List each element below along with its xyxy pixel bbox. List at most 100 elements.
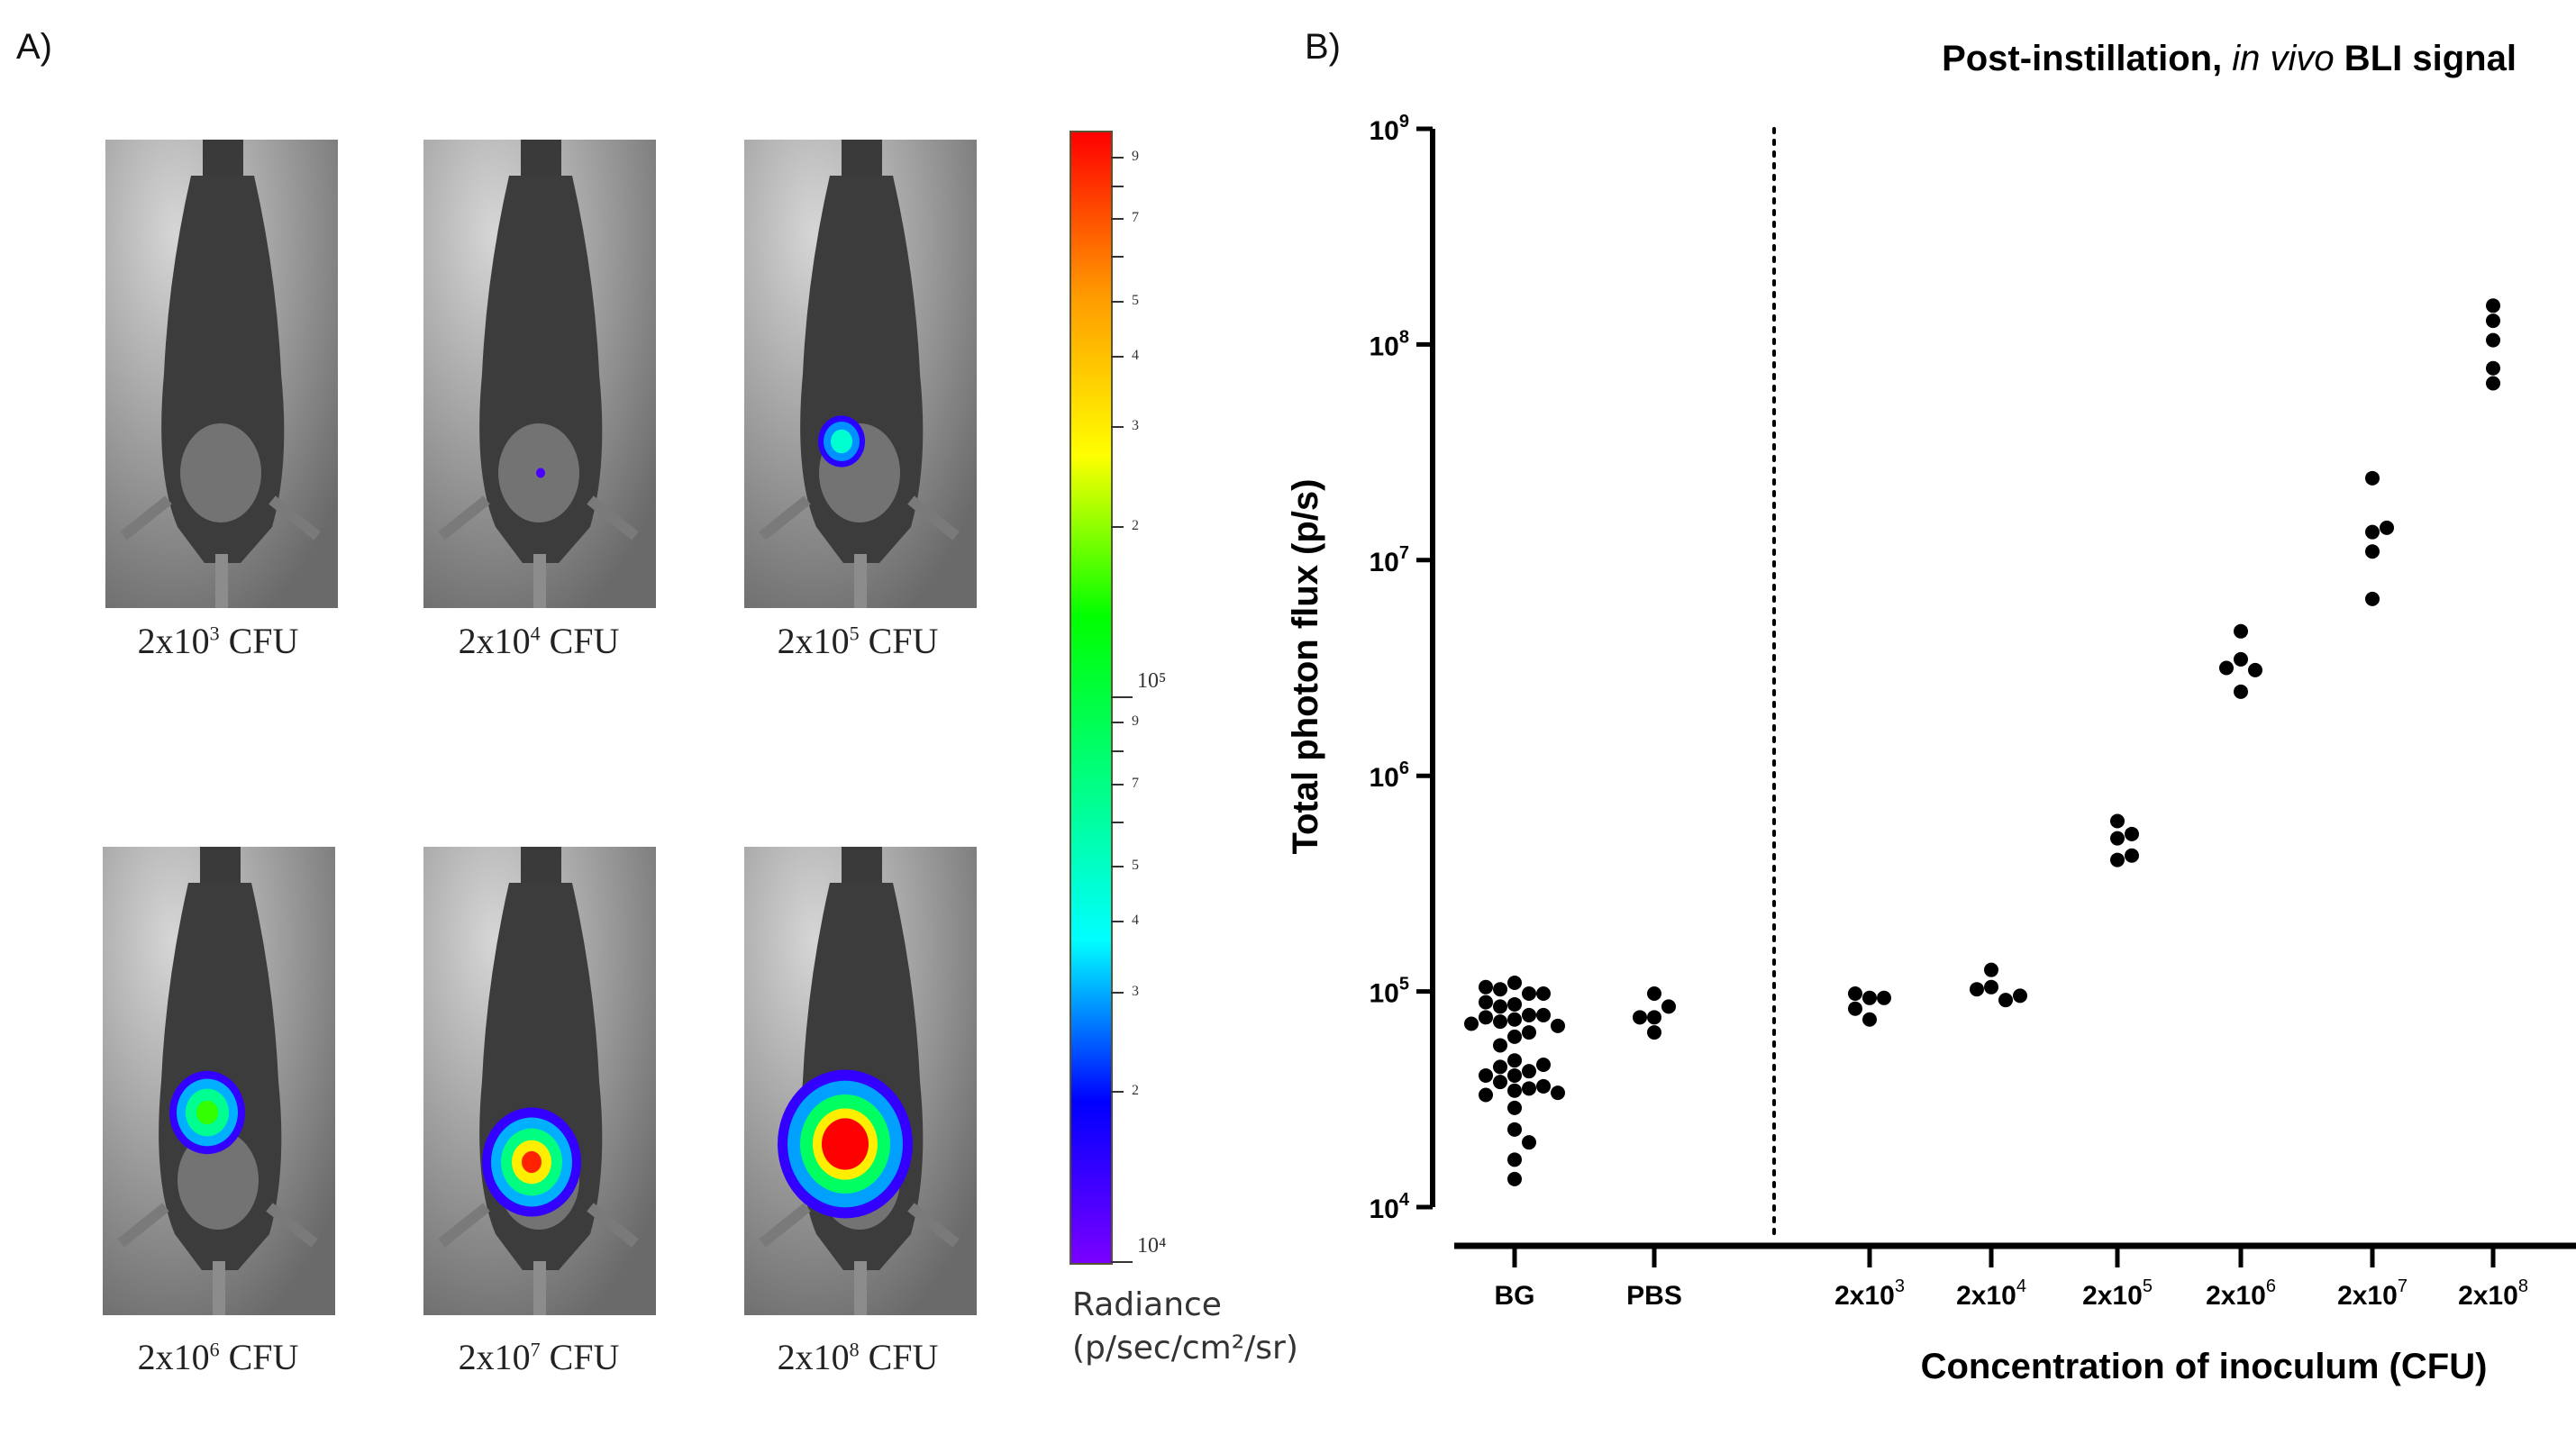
x-tick-label: 2x104: [1956, 1276, 2026, 1311]
colorbar-tick: [1111, 722, 1124, 724]
x-tick-label: PBS: [1626, 1281, 1682, 1311]
data-point: [1507, 1083, 1522, 1098]
data-point: [1507, 1067, 1522, 1083]
mouse-image-caption: 2x108 CFU: [732, 1336, 984, 1378]
caption-exponent: 5: [849, 622, 860, 645]
caption-base: 2x10: [137, 621, 210, 661]
data-point: [1633, 1010, 1647, 1025]
mouse-bli-image: [105, 140, 338, 608]
colorbar-tick: [1111, 300, 1124, 303]
data-point: [1661, 999, 1676, 1014]
x-tick-label: 2x107: [2337, 1276, 2408, 1311]
colorbar-minor-label: 9: [1132, 713, 1139, 730]
x-tick-label: 2x103: [1834, 1276, 1905, 1311]
caption-unit: CFU: [219, 621, 299, 661]
data-point: [2110, 831, 2125, 846]
data-point: [1522, 1025, 1536, 1040]
colorbar-minor-label: 9: [1132, 148, 1139, 164]
chart-title-part2: BLI signal: [2335, 39, 2517, 78]
data-point: [2486, 298, 2500, 313]
colorbar-tick: [1111, 695, 1133, 698]
colorbar-tick: [1111, 866, 1124, 868]
bli-scatter-chart: Post-instillation, in vivo BLI signal To…: [1286, 39, 2576, 1386]
colorbar-minor-label: 4: [1132, 347, 1139, 363]
data-point: [2365, 524, 2380, 540]
colorbar-tick: [1111, 750, 1124, 753]
data-point: [1479, 1087, 1493, 1103]
data-point: [1647, 1010, 1661, 1025]
colorbar-tick: [1111, 355, 1124, 358]
y-tick-label: 107: [1370, 543, 1410, 577]
data-point: [1998, 993, 2013, 1008]
radiance-colorbar: [1070, 131, 1113, 1265]
data-point: [1536, 985, 1551, 1001]
y-tick-label: 108: [1370, 327, 1410, 361]
caption-base: 2x10: [137, 1337, 210, 1377]
caption-exponent: 7: [530, 1338, 541, 1361]
data-point: [1522, 1135, 1536, 1150]
mouse-image-caption: 2x104 CFU: [413, 620, 665, 662]
colorbar-tick: [1111, 218, 1124, 221]
data-point: [1493, 982, 1507, 997]
data-point: [1522, 1064, 1536, 1079]
data-point: [1493, 999, 1507, 1014]
caption-base: 2x10: [777, 1337, 850, 1377]
data-point: [1507, 1012, 1522, 1027]
caption-unit: CFU: [859, 621, 939, 661]
x-axis-label: Concentration of inoculum (CFU): [1921, 1347, 2488, 1386]
data-point: [2486, 360, 2500, 376]
caption-base: 2x10: [777, 621, 850, 661]
caption-exponent: 8: [849, 1338, 860, 1361]
panel-a-label: A): [16, 27, 52, 67]
mouse-bli-image: [103, 847, 335, 1315]
data-point: [1647, 1025, 1661, 1040]
data-point: [1493, 1038, 1507, 1053]
data-point: [2380, 520, 2394, 535]
data-point: [1507, 996, 1522, 1012]
mouse-image-caption: 2x106 CFU: [92, 1336, 344, 1378]
x-tick-label: BG: [1495, 1281, 1535, 1311]
x-tick-label: 2x105: [2082, 1276, 2153, 1311]
data-point: [1551, 1085, 1565, 1101]
data-point: [2125, 826, 2139, 841]
colorbar-tick: [1111, 991, 1124, 994]
chart-title-part1: Post-instillation,: [1942, 39, 2232, 78]
data-point: [1984, 979, 1998, 995]
data-point: [1507, 1122, 1522, 1137]
mouse-bli-image: [423, 140, 656, 608]
data-point: [1848, 1001, 1862, 1016]
data-point: [2486, 376, 2500, 391]
data-point: [1522, 985, 1536, 1001]
colorbar-title-line1: Radiance: [1072, 1286, 1222, 1323]
colorbar-title: Radiance (p/sec/cm²/sr): [1072, 1284, 1298, 1370]
data-point: [2486, 313, 2500, 329]
mouse-bli-image: [423, 847, 656, 1315]
chart-title-italic: in vivo: [2232, 39, 2334, 78]
data-point: [1536, 1078, 1551, 1094]
data-point: [2110, 852, 2125, 867]
data-point: [1493, 1059, 1507, 1075]
mouse-image-caption: 2x105 CFU: [732, 620, 984, 662]
data-point: [1507, 1100, 1522, 1115]
colorbar-minor-label: 3: [1132, 418, 1139, 434]
data-point: [2234, 623, 2248, 639]
data-point: [1522, 1007, 1536, 1022]
caption-exponent: 4: [530, 622, 541, 645]
colorbar-minor-label: 2: [1132, 517, 1139, 533]
data-point: [1536, 1007, 1551, 1022]
chart-title: Post-instillation, in vivo BLI signal: [1942, 39, 2517, 78]
colorbar-tick: [1111, 156, 1124, 159]
data-point: [2248, 662, 2262, 677]
y-axis-label: Total photon flux (p/s): [1286, 479, 1325, 855]
data-point: [2125, 848, 2139, 863]
mouse-bli-image: [744, 847, 977, 1315]
data-point: [1493, 1075, 1507, 1090]
data-point: [1862, 990, 1877, 1005]
y-tick-label: 104: [1370, 1190, 1410, 1224]
panel-b-label: B): [1305, 27, 1341, 67]
data-point: [1536, 1057, 1551, 1072]
data-point: [1551, 1018, 1565, 1033]
data-point: [1507, 1053, 1522, 1068]
caption-unit: CFU: [540, 621, 620, 661]
data-point: [1970, 982, 1984, 997]
